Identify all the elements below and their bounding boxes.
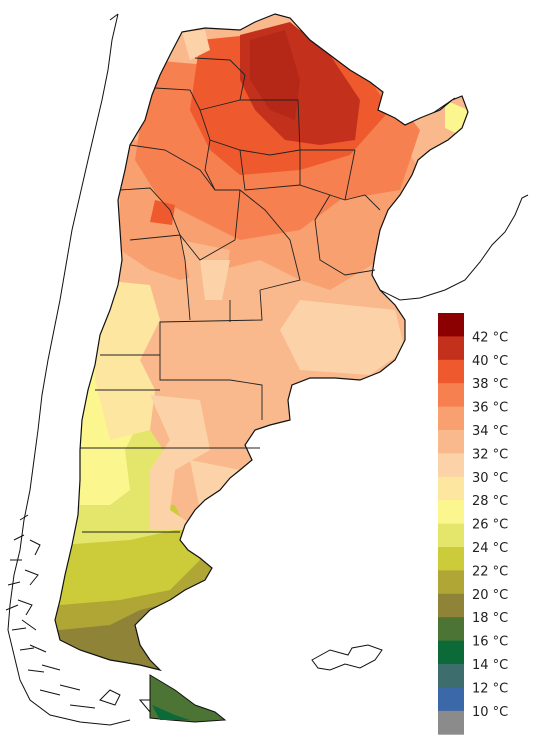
chile-coastline <box>5 13 161 726</box>
legend-swatch <box>438 593 464 618</box>
legend-swatch <box>438 383 464 408</box>
legend-label: 36 °C <box>472 401 508 416</box>
legend-swatch <box>438 640 464 665</box>
legend-label: 38 °C <box>472 377 508 392</box>
legend-label: 32 °C <box>472 447 508 462</box>
legend-swatch <box>438 687 464 712</box>
legend-label: 14 °C <box>472 658 508 673</box>
legend-label: 18 °C <box>472 611 508 626</box>
tierra-del-fuego <box>149 674 227 723</box>
legend-label: 16 °C <box>472 635 508 650</box>
province-borders <box>80 57 381 533</box>
legend-swatch <box>438 430 464 454</box>
legend-swatch <box>438 570 464 595</box>
legend-swatch <box>438 547 464 571</box>
legend-label: 24 °C <box>472 541 508 556</box>
legend-label: 30 °C <box>472 471 508 486</box>
legend-swatch <box>438 359 464 384</box>
legend-label: 20 °C <box>472 588 508 603</box>
temperature-legend: 42 °C 40 °C 38 °C 36 °C 34 °C 32 °C 30 °C 28 °C… <box>438 313 508 735</box>
legend-swatch <box>438 617 464 642</box>
legend-swatch <box>438 336 464 361</box>
legend-swatch <box>438 523 464 548</box>
legend-label: 28 °C <box>472 494 508 509</box>
legend-label: 40 °C <box>472 354 508 369</box>
legend-swatch <box>438 313 464 337</box>
legend-swatch <box>438 476 464 501</box>
legend-swatch <box>438 500 464 525</box>
legend-label: 10 °C <box>472 705 508 720</box>
legend-label: 26 °C <box>472 518 508 533</box>
legend-swatch <box>438 664 464 688</box>
legend-label: 22 °C <box>472 564 508 579</box>
legend-swatch <box>438 406 464 431</box>
legend-swatch <box>438 710 464 735</box>
legend-label: 12 °C <box>472 681 508 696</box>
legend-label: 34 °C <box>472 424 508 439</box>
legend-label: 42 °C <box>472 330 508 345</box>
malvinas-islands <box>311 644 383 671</box>
legend-swatch <box>438 453 464 478</box>
